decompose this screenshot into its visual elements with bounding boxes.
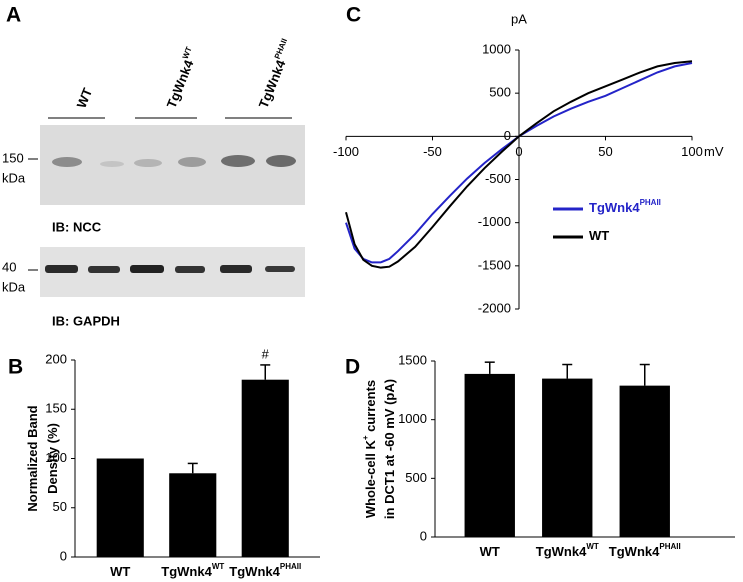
band xyxy=(266,155,296,167)
y-axis-label: in DCT1 at -60 mV (pA) xyxy=(382,379,397,519)
x-tick-label-main: TgWnk4 xyxy=(609,544,660,559)
panel-letter: C xyxy=(346,4,361,27)
marker-unit: kDa xyxy=(2,170,26,185)
x-tick-label: 0 xyxy=(515,144,522,159)
lane-label: WT xyxy=(74,86,96,110)
x-tick-label: TgWnk4WT xyxy=(161,562,224,579)
x-tick-label-superscript: WT xyxy=(212,562,225,571)
y-tick-label: -2000 xyxy=(478,300,511,315)
series-line xyxy=(345,60,693,269)
y-tick-label: -500 xyxy=(485,171,511,186)
x-tick-label: 100 xyxy=(681,144,703,159)
legend-label-main: TgWnk4 xyxy=(589,200,640,215)
lane-superscript: WT xyxy=(181,45,194,60)
band xyxy=(88,266,120,273)
panel-letter: A xyxy=(6,4,21,27)
x-tick-label-main: WT xyxy=(110,564,130,579)
legend-label: TgWnk4PHAII xyxy=(589,198,661,215)
y-tick-label: 500 xyxy=(489,85,511,100)
band xyxy=(175,266,205,273)
marker-unit: kDa xyxy=(2,279,26,294)
lane-label: TgWnk4WT xyxy=(162,45,202,110)
lane-label: TgWnk4PHAII xyxy=(254,37,297,110)
marker-size: 150 xyxy=(2,150,24,165)
x-tick-label-main: WT xyxy=(480,544,500,559)
y-axis-label-part: currents xyxy=(363,380,378,436)
antibody-label: IB: NCC xyxy=(52,219,102,234)
x-tick-label-main: TgWnk4 xyxy=(536,544,587,559)
band xyxy=(52,157,82,167)
y-tick-label: -1500 xyxy=(478,257,511,272)
antibody-label: IB: GAPDH xyxy=(52,313,120,328)
series-line xyxy=(345,62,693,264)
y-tick-label: -1000 xyxy=(478,214,511,229)
bar xyxy=(241,379,289,557)
y-tick-label: 1000 xyxy=(482,41,511,56)
x-tick-label-main: TgWnk4 xyxy=(161,564,212,579)
x-tick-label: TgWnk4PHAII xyxy=(609,542,681,559)
bar xyxy=(619,385,670,537)
y-axis-label: Whole-cell K+ currents xyxy=(361,380,378,518)
band xyxy=(265,266,295,272)
bar xyxy=(464,373,515,537)
bar xyxy=(542,378,593,537)
y-axis-label-part: Density (%) xyxy=(45,423,60,494)
y-axis-label: Density (%) xyxy=(45,423,60,494)
x-tick-label: -100 xyxy=(333,144,359,159)
y-tick-label: 0 xyxy=(420,528,427,543)
y-tick-label: 1500 xyxy=(398,352,427,367)
x-tick-label-main: TgWnk4 xyxy=(229,564,280,579)
marker-size: 40 xyxy=(2,259,16,274)
y-axis-label: Normalized Band xyxy=(25,405,40,511)
x-tick-label: WT xyxy=(480,544,500,559)
y-tick-label: 0 xyxy=(504,128,511,143)
band xyxy=(178,157,206,167)
y-tick-label: 1000 xyxy=(398,411,427,426)
legend-label-superscript: PHAII xyxy=(640,198,661,207)
blot-membrane xyxy=(40,125,305,205)
y-tick-label: 200 xyxy=(45,351,67,366)
x-tick-label-superscript: PHAII xyxy=(659,542,680,551)
band xyxy=(220,265,252,273)
x-axis-label: mV xyxy=(704,144,724,159)
y-axis-label-part: Normalized Band xyxy=(25,405,40,511)
band xyxy=(100,161,124,167)
bar xyxy=(96,458,144,557)
blot-panel: A WT TgWnk4WT TgWnk4PHAII 150 kDa IB: NC… xyxy=(2,4,305,328)
lane-superscript: PHAII xyxy=(273,37,289,60)
panel-letter: D xyxy=(345,356,360,379)
panel-letter: B xyxy=(8,356,23,379)
bar xyxy=(169,473,217,557)
legend-label: WT xyxy=(589,228,609,243)
x-tick-label: 50 xyxy=(598,144,612,159)
y-axis-label-superscript: + xyxy=(361,435,370,440)
x-tick-label: TgWnk4PHAII xyxy=(229,562,301,579)
band xyxy=(45,265,78,273)
legend-label-main: WT xyxy=(589,228,609,243)
x-tick-label: WT xyxy=(110,564,130,579)
y-tick-label: 150 xyxy=(45,401,67,416)
lane-name: TgWnk4 xyxy=(164,57,197,110)
y-tick-label: 50 xyxy=(53,499,67,514)
band xyxy=(130,265,164,273)
lane-name: TgWnk4 xyxy=(256,57,289,110)
y-tick-label: 100 xyxy=(45,450,67,465)
x-tick-label: TgWnk4WT xyxy=(536,542,599,559)
x-tick-label: -50 xyxy=(423,144,442,159)
blot-membrane xyxy=(40,247,305,297)
band xyxy=(134,159,162,167)
band xyxy=(221,155,255,167)
y-axis-label-part: Whole-cell K xyxy=(363,440,378,519)
y-tick-label: 0 xyxy=(60,548,67,563)
y-tick-label: 500 xyxy=(405,470,427,485)
annotation: # xyxy=(262,346,270,361)
y-axis-label: pA xyxy=(511,11,527,26)
lane-name: WT xyxy=(74,86,96,110)
x-tick-label-superscript: WT xyxy=(586,542,599,551)
x-tick-label-superscript: PHAII xyxy=(280,562,301,571)
y-axis-label-part: in DCT1 at -60 mV (pA) xyxy=(382,379,397,519)
